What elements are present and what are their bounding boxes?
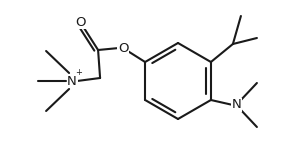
Text: N: N: [67, 75, 77, 87]
Text: +: +: [76, 68, 83, 77]
Text: O: O: [75, 15, 85, 29]
Text: O: O: [118, 42, 128, 54]
Text: N: N: [232, 98, 242, 112]
